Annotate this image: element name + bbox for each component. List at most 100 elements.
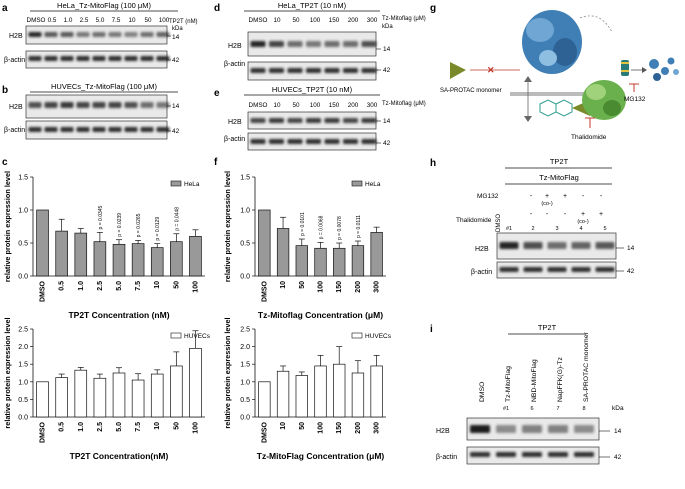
panel-d: d HeLa_TP2T (10 nM) DMSO 10 50 100 150 200 300… — [214, 1, 426, 81]
panel-a-conc-header: TP2T (nM) — [169, 19, 198, 25]
panel-h-row-actin: β-actin — [471, 269, 492, 276]
panel-b-actin-band — [124, 127, 138, 132]
panel-letter-f: f — [214, 157, 218, 168]
x-tick-label: 1.0 — [78, 422, 85, 432]
y-tick-label: 1.5 — [240, 362, 250, 369]
panel-g: g SA-PROTAC monomer ✕ Thalidomide — [430, 3, 679, 141]
panel-b-actin-band — [92, 127, 106, 132]
panel-b-h2b-band — [44, 102, 58, 108]
panel-i-lane-label: Tz-MitoFlag — [505, 366, 512, 402]
panel-a-h2b-band — [76, 32, 90, 37]
panel-e-h2b-band — [250, 118, 266, 123]
panel-b-actin-band — [156, 127, 170, 132]
bar — [112, 243, 126, 277]
x-tick-label: 150 — [336, 422, 343, 434]
panel-d-h2b-band — [287, 41, 303, 47]
panel-a-actin-band — [44, 56, 58, 61]
panel-b-actin-band — [140, 127, 154, 132]
panel-h-h2b-band — [595, 242, 615, 249]
panel-a-kda: kDa — [172, 26, 183, 32]
bar — [150, 247, 164, 277]
bar — [333, 363, 346, 418]
panel-e-bands — [250, 118, 377, 144]
panel-e-conc-header: Tz-Mitoflag (μM) — [382, 101, 426, 107]
panel-a-lane-label: 1.0 — [64, 17, 73, 24]
panel-e-h2b-band — [343, 118, 358, 123]
panel-d-lane-label: 50 — [292, 17, 300, 24]
bar — [74, 369, 88, 418]
panel-d-conc-header: Tz-Mitoflag (μM) — [382, 16, 426, 22]
panel-letter-a: a — [2, 3, 8, 14]
panel-a-lane-label: 7.5 — [112, 17, 121, 24]
y-tick-label: 2.0 — [18, 344, 28, 351]
panel-h-h2b-band — [571, 242, 591, 249]
panel-d-title: HeLa_TP2T (10 nM) — [278, 1, 347, 10]
panel-i-lane-label: SA-PROTAC monomer — [583, 332, 590, 402]
panel-b: b HUVECs_Tz-MitoFlag (100 μM) H2B β-acti… — [2, 82, 180, 140]
panel-h-signs: - + + - -(co-)- - - + +(co-)#1 2 3 4 5 — [506, 193, 607, 232]
thalidomide-sign: - — [546, 211, 549, 218]
panel-i-marker-14: 14 — [614, 428, 622, 435]
membrane-bar — [510, 92, 610, 96]
panel-d-lane-label: 200 — [348, 17, 359, 24]
panel-b-marker-42: 42 — [172, 128, 180, 135]
x-tick-label: 5.0 — [116, 422, 123, 432]
panel-a-lane-label: 100 — [159, 17, 170, 24]
bar — [189, 236, 202, 277]
thalidomide-sign: + — [599, 211, 603, 218]
panel-h-treat-mg132: MG132 — [477, 193, 499, 200]
panel-d-bands — [250, 41, 377, 73]
mg132-sign: - — [582, 193, 585, 200]
panel-b-h2b-band — [28, 102, 42, 108]
p-value-label: p = 0.0239 — [117, 213, 123, 237]
p-value-label: p = 0.0448 — [174, 207, 180, 231]
panel-i-actin-band — [548, 452, 568, 457]
panel-a-actin-band — [76, 56, 90, 61]
legend-swatch — [351, 332, 363, 339]
panel-i-actin-band — [522, 452, 542, 457]
legend-label: HUVECs — [365, 333, 392, 340]
panel-e-lane-labels: DMSO 10 50 100 150 200 300 — [249, 102, 378, 109]
panel-a-h2b-band — [28, 32, 42, 37]
panel-e-actin-band — [269, 139, 284, 144]
panel-h-bands — [499, 242, 615, 272]
bar — [36, 381, 49, 418]
lane-number: 3 — [555, 226, 558, 232]
degraded-fragments-icon — [649, 57, 679, 81]
x-tick-label: 10 — [280, 281, 287, 289]
panel-e-h2b-band — [306, 118, 321, 123]
target-protein-icon — [522, 10, 582, 74]
mg132-label: MG132 — [624, 96, 646, 103]
panel-i-actin-band — [470, 452, 490, 457]
y-tick-label: 0.5 — [240, 397, 250, 404]
y-tick-label: 0.5 — [18, 397, 28, 404]
panel-h-marker-42: 42 — [627, 268, 635, 275]
panel-i-bands — [470, 425, 594, 457]
bar — [314, 365, 327, 418]
y-tick-label: 1.0 — [18, 379, 28, 386]
x-tick-label: 0.5 — [59, 281, 66, 291]
panel-letter-c: c — [2, 157, 8, 168]
panel-h-h2b-band — [499, 242, 519, 249]
panel-d-actin-band — [250, 68, 266, 73]
y-tick-label: 1.5 — [240, 175, 250, 182]
y-tick-label: 0.5 — [240, 241, 250, 248]
panel-e-lane-label: 10 — [273, 102, 281, 109]
panel-a-actin-band — [60, 56, 74, 61]
panel-a-title: HeLa_Tz-MitoFlag (100 μM) — [57, 1, 151, 10]
bar — [74, 232, 88, 277]
bar — [258, 381, 271, 418]
panel-i-row-actin: β-actin — [436, 454, 457, 461]
panel-h-actin-band — [547, 267, 567, 272]
y-tick-label: 0.0 — [240, 274, 250, 281]
panel-d-marker-14: 14 — [383, 46, 391, 53]
bar — [55, 230, 68, 277]
panel-b-actin-band — [28, 127, 42, 132]
x-tick-label: 1.0 — [78, 281, 85, 291]
panel-letter-i: i — [430, 324, 433, 335]
panel-e-lane-label: DMSO — [249, 102, 268, 109]
bar — [333, 247, 346, 277]
panel-i-h2b-band — [522, 425, 542, 433]
panel-a-actin-band — [124, 56, 138, 61]
panel-e-actin-band — [306, 139, 321, 144]
